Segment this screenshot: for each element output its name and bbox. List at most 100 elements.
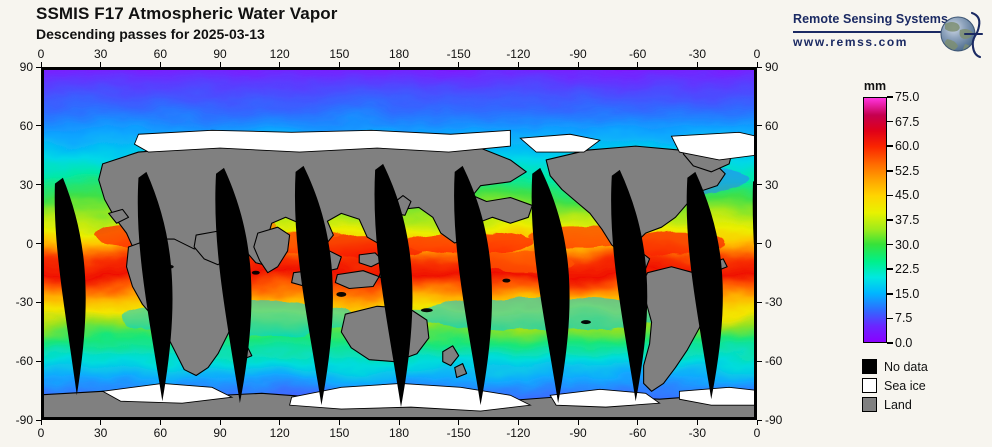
y-axis-label-right: 0 [765, 236, 772, 251]
y-tick-left [36, 243, 41, 244]
x-tick-bottom [279, 420, 281, 425]
water-vapor-map [43, 69, 755, 418]
x-axis-label-top: -60 [628, 47, 647, 61]
colorbar-tick [887, 194, 893, 197]
legend-label: No data [884, 359, 928, 374]
x-tick-bottom [219, 420, 221, 425]
y-tick-right [757, 419, 762, 421]
y-tick-right [757, 301, 762, 303]
x-axis-label-top: 30 [93, 47, 108, 61]
y-axis-label-right: -60 [765, 354, 783, 369]
y-axis-label-right: 90 [765, 60, 779, 74]
colorbar-tick-label: 45.0 [895, 188, 920, 203]
page-title: SSMIS F17 Atmospheric Water Vapor [36, 4, 338, 23]
x-axis-label-bottom: 180 [388, 426, 410, 440]
x-axis-label-bottom: 0 [753, 426, 761, 440]
colorbar-tick-label: 22.5 [895, 262, 920, 277]
x-tick-top [338, 62, 340, 67]
map-plot-area[interactable] [41, 67, 757, 420]
colorbar-tick [887, 96, 893, 98]
x-axis-label-top: 0 [753, 47, 761, 61]
x-tick-bottom [159, 420, 161, 425]
y-tick-right [757, 243, 762, 244]
x-tick-bottom [40, 420, 42, 425]
y-axis-label-right: 60 [765, 118, 779, 133]
x-axis-label-bottom: 90 [213, 426, 227, 440]
x-tick-bottom [398, 420, 400, 425]
x-tick-top [40, 62, 42, 67]
logo-company-name: Remote Sensing Systems [793, 12, 949, 26]
x-tick-top [159, 62, 161, 67]
x-tick-top [696, 62, 698, 67]
colorbar-tick [887, 219, 893, 221]
logo-divider [793, 31, 944, 33]
legend-item: Land [862, 395, 928, 414]
colorbar-tick [887, 268, 893, 270]
y-tick-right [757, 125, 762, 127]
x-tick-top [577, 62, 579, 67]
colorbar-tick [887, 120, 893, 123]
x-axis-label-bottom: -60 [628, 426, 647, 440]
map-legend: No data Sea ice Land [862, 357, 928, 414]
y-tick-right [757, 184, 762, 186]
colorbar-tick-label: 67.5 [895, 114, 920, 129]
sea-ice-regions [101, 129, 755, 412]
x-tick-bottom [756, 420, 758, 425]
x-tick-bottom [577, 420, 579, 425]
x-axis-label-bottom: -120 [506, 426, 531, 440]
x-tick-top [219, 62, 221, 67]
x-axis-label-top: -150 [446, 47, 471, 61]
x-axis-label-bottom: -150 [446, 426, 471, 440]
x-tick-top [279, 62, 281, 67]
legend-label: Land [884, 397, 912, 412]
swath-gap-regions [54, 163, 755, 408]
x-tick-top [100, 62, 102, 67]
x-axis-label-bottom: -30 [688, 426, 706, 440]
colorbar-tick-label: 15.0 [895, 286, 920, 301]
y-tick-right [757, 66, 762, 68]
y-axis-label-right: -90 [765, 413, 783, 427]
x-tick-bottom [458, 420, 460, 425]
y-tick-right [757, 360, 762, 362]
y-tick-left [36, 66, 41, 68]
x-axis-label-bottom: 60 [153, 426, 168, 440]
x-axis-label-bottom: -90 [569, 426, 587, 440]
x-tick-bottom [338, 420, 340, 425]
x-axis-label-top: 0 [37, 47, 45, 61]
colorbar-tick-label: 75.0 [895, 90, 920, 104]
x-tick-top [458, 62, 460, 67]
colorbar-tick [887, 317, 893, 320]
legend-swatch [862, 359, 877, 374]
y-axis-label-left: -60 [15, 354, 33, 369]
colorbar-tick-label: 7.5 [895, 311, 913, 326]
colorbar-tick-label: 60.0 [895, 139, 920, 154]
legend-item: No data [862, 357, 928, 376]
logo-website-url: www.remss.com [793, 35, 909, 49]
globe-icon [932, 6, 984, 67]
x-tick-top [517, 62, 519, 67]
colorbar-tick [887, 243, 893, 246]
y-axis-label-left: -90 [15, 413, 33, 427]
colorbar-tick [887, 293, 893, 295]
y-axis-label-left: -30 [15, 295, 33, 310]
x-axis-label-top: 150 [329, 47, 350, 61]
colorbar-tick-label: 37.5 [895, 213, 920, 227]
y-axis-label-left: 30 [19, 177, 33, 192]
y-tick-left [36, 360, 41, 362]
x-tick-bottom [696, 420, 698, 425]
colorbar-unit-label: mm [863, 79, 887, 93]
legend-label: Sea ice [884, 378, 926, 393]
y-tick-left [36, 184, 41, 186]
y-tick-left [36, 301, 41, 303]
y-axis-label-left: 0 [26, 236, 33, 251]
colorbar-tick [887, 170, 893, 172]
y-tick-left [36, 125, 41, 127]
x-tick-bottom [517, 420, 519, 425]
x-tick-top [756, 62, 758, 67]
x-axis-label-top: -30 [688, 47, 706, 61]
colorbar-tick [887, 145, 893, 147]
page-subtitle: Descending passes for 2025-03-13 [36, 26, 265, 42]
x-axis-label-bottom: 120 [269, 426, 290, 440]
x-axis-label-top: -120 [506, 47, 531, 61]
x-axis-label-bottom: 30 [93, 426, 108, 440]
